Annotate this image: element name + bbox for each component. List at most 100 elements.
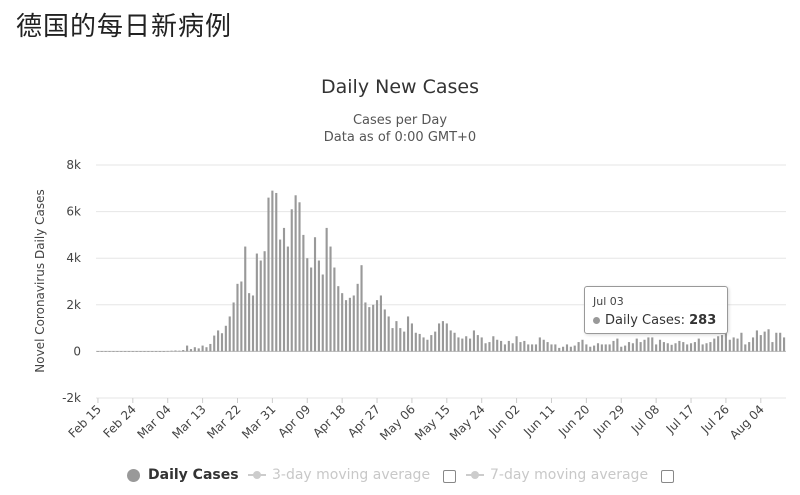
bar[interactable] bbox=[542, 339, 545, 352]
bar[interactable] bbox=[205, 347, 208, 352]
bar[interactable] bbox=[565, 344, 569, 352]
bar[interactable] bbox=[643, 339, 646, 352]
bar[interactable] bbox=[430, 335, 433, 352]
bar[interactable] bbox=[290, 209, 293, 352]
bar[interactable] bbox=[387, 316, 390, 352]
bar[interactable] bbox=[112, 351, 115, 352]
bar[interactable] bbox=[422, 337, 425, 352]
bar[interactable] bbox=[368, 307, 371, 352]
bar[interactable] bbox=[755, 330, 758, 352]
bar[interactable] bbox=[162, 351, 165, 352]
bar[interactable] bbox=[635, 338, 638, 352]
bar[interactable] bbox=[573, 345, 576, 352]
bar[interactable] bbox=[476, 335, 479, 352]
bar[interactable] bbox=[596, 343, 600, 352]
bar[interactable] bbox=[674, 343, 677, 352]
bar[interactable] bbox=[275, 192, 278, 352]
bar[interactable] bbox=[441, 321, 444, 352]
bar[interactable] bbox=[763, 331, 766, 352]
bar[interactable] bbox=[104, 351, 107, 352]
bar[interactable] bbox=[484, 343, 487, 352]
bar[interactable] bbox=[546, 342, 549, 352]
avg7-checkbox[interactable] bbox=[661, 470, 674, 483]
bar[interactable] bbox=[438, 323, 441, 352]
bar[interactable] bbox=[670, 344, 673, 352]
bar[interactable] bbox=[391, 328, 394, 352]
bar[interactable] bbox=[414, 332, 417, 352]
bar[interactable] bbox=[600, 344, 603, 352]
bar[interactable] bbox=[472, 330, 476, 352]
bar[interactable] bbox=[244, 246, 247, 352]
bar[interactable] bbox=[581, 339, 584, 352]
bar[interactable] bbox=[480, 337, 483, 352]
bar[interactable] bbox=[217, 330, 220, 352]
bar[interactable] bbox=[705, 343, 708, 352]
bar[interactable] bbox=[240, 281, 243, 352]
bar[interactable] bbox=[593, 345, 596, 352]
bar[interactable] bbox=[686, 344, 689, 352]
bar[interactable] bbox=[744, 344, 747, 352]
bar[interactable] bbox=[178, 350, 181, 352]
bar[interactable] bbox=[139, 351, 142, 352]
bar[interactable] bbox=[639, 342, 642, 352]
bar[interactable] bbox=[767, 329, 770, 352]
bar[interactable] bbox=[461, 338, 464, 352]
bar[interactable] bbox=[197, 348, 200, 352]
bar[interactable] bbox=[271, 190, 274, 352]
bar[interactable] bbox=[585, 344, 588, 352]
bar[interactable] bbox=[449, 330, 452, 352]
bar[interactable] bbox=[100, 351, 103, 352]
bar[interactable] bbox=[434, 331, 437, 352]
bar[interactable] bbox=[453, 332, 456, 352]
bar[interactable] bbox=[666, 343, 669, 352]
bar[interactable] bbox=[697, 338, 700, 352]
bar[interactable] bbox=[364, 302, 367, 352]
bar[interactable] bbox=[624, 345, 627, 352]
bar[interactable] bbox=[310, 267, 313, 352]
bar[interactable] bbox=[693, 342, 696, 352]
bar[interactable] bbox=[158, 351, 162, 352]
bar[interactable] bbox=[294, 195, 297, 352]
bar[interactable] bbox=[298, 202, 301, 352]
bar[interactable] bbox=[496, 339, 499, 352]
bar[interactable] bbox=[259, 260, 262, 352]
bar[interactable] bbox=[372, 304, 375, 352]
bar[interactable] bbox=[527, 344, 530, 352]
bar[interactable] bbox=[344, 300, 348, 352]
bar[interactable] bbox=[248, 293, 251, 352]
bar[interactable] bbox=[279, 239, 282, 352]
bar[interactable] bbox=[492, 336, 495, 352]
bar[interactable] bbox=[131, 351, 134, 352]
bar[interactable] bbox=[740, 332, 743, 352]
bar[interactable] bbox=[531, 344, 534, 352]
bar[interactable] bbox=[201, 345, 204, 352]
bar[interactable] bbox=[500, 340, 503, 352]
bar[interactable] bbox=[282, 227, 286, 352]
bar[interactable] bbox=[193, 347, 196, 352]
bar[interactable] bbox=[678, 340, 681, 352]
bar[interactable] bbox=[751, 337, 755, 352]
bar[interactable] bbox=[348, 297, 351, 352]
bar[interactable] bbox=[503, 344, 507, 352]
bar[interactable] bbox=[170, 350, 173, 352]
bar[interactable] bbox=[189, 349, 193, 352]
bar[interactable] bbox=[651, 337, 654, 352]
bar[interactable] bbox=[213, 335, 216, 352]
bar[interactable] bbox=[713, 338, 716, 352]
bar[interactable] bbox=[534, 344, 538, 352]
bar[interactable] bbox=[120, 351, 123, 352]
bar[interactable] bbox=[662, 342, 665, 352]
bar[interactable] bbox=[775, 332, 778, 352]
bar[interactable] bbox=[728, 339, 731, 352]
bar[interactable] bbox=[523, 340, 526, 352]
bar[interactable] bbox=[519, 342, 522, 352]
bar[interactable] bbox=[399, 328, 402, 352]
bar[interactable] bbox=[616, 338, 619, 352]
bar[interactable] bbox=[182, 350, 185, 352]
bar[interactable] bbox=[748, 342, 751, 352]
bar[interactable] bbox=[759, 335, 762, 352]
bar[interactable] bbox=[155, 351, 158, 352]
bar[interactable] bbox=[631, 343, 634, 352]
bar[interactable] bbox=[166, 350, 169, 352]
bar[interactable] bbox=[682, 342, 685, 352]
